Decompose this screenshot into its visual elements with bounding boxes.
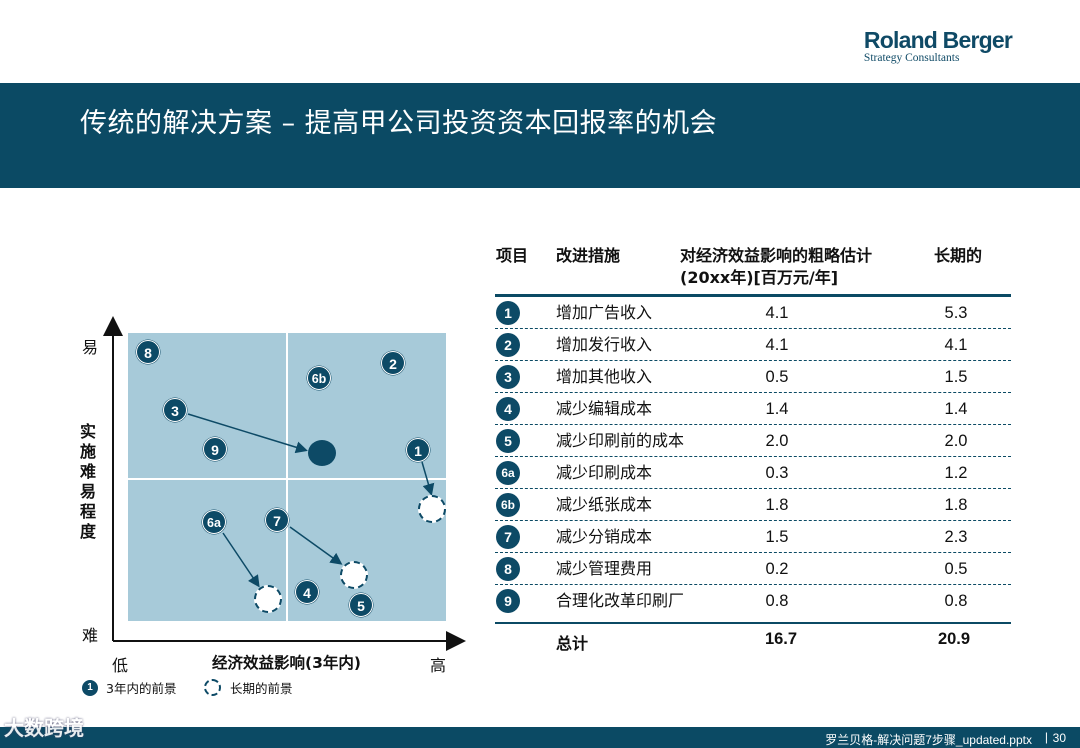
x-axis-low-label: 低 [112,656,129,675]
row-measure: 增加其他收入 [556,367,653,386]
matrix-badge-5: 5 [349,593,373,617]
row-impact-long: 1.4 [944,400,968,418]
table-header-measure: 改进措施 [556,246,621,265]
matrix-target-3 [308,440,336,466]
row-badge: 6b [496,493,520,517]
row-badge: 8 [496,557,520,581]
table-header-impact-line2: (20xx年)[百万元/年] [680,268,839,287]
matrix-badge-2: 2 [381,351,405,375]
x-axis-title: 经济效益影响(3年内) [212,654,361,672]
legend-longterm-label: 长期的前景 [230,681,293,696]
row-badge: 9 [496,589,520,613]
row-badge: 7 [496,525,520,549]
table-row: 4 减少编辑成本 1.4 1.4 [495,393,1011,425]
row-measure: 减少印刷成本 [556,463,653,482]
row-impact-long: 2.0 [944,432,968,450]
y-axis-title: 实施难易程度 [80,422,97,541]
row-impact-long: 4.1 [944,336,968,354]
table-row: 9 合理化改革印刷厂 0.8 0.8 [495,585,1011,617]
row-impact-long: 0.5 [944,560,968,578]
row-badge: 1 [496,301,520,325]
row-impact-long: 0.8 [944,592,968,610]
row-badge: 5 [496,429,520,453]
row-measure: 减少印刷前的成本 [556,431,685,450]
legend-current-label: 3年内的前景 [106,681,177,696]
total-impact-3yr: 16.7 [764,630,798,648]
row-impact-3yr: 0.2 [765,560,789,578]
table-header-impact-line1: 对经济效益影响的粗略估计 [680,246,873,265]
matrix-longterm-6a [254,585,282,613]
footer-separator: | [1044,730,1048,744]
row-impact-3yr: 0.5 [765,368,789,386]
matrix-horizontal-divider [128,478,446,480]
row-measure: 减少纸张成本 [556,495,653,514]
matrix-badge-4: 4 [295,580,319,604]
table-top-rule [495,294,1011,297]
footer-filename: 罗兰贝格-解决问题7步骤_updated.pptx [825,733,1032,747]
row-measure: 减少分销成本 [556,527,653,546]
row-measure: 增加发行收入 [556,335,653,354]
row-impact-3yr: 2.0 [765,432,789,450]
table-row: 1 增加广告收入 4.1 5.3 [495,297,1011,329]
row-badge: 4 [496,397,520,421]
matrix-vertical-divider [286,333,288,621]
row-measure: 合理化改革印刷厂 [556,591,685,610]
row-impact-long: 2.3 [944,528,968,546]
footer-page-number: 30 [1052,731,1066,745]
table-header-item: 项目 [496,246,529,265]
row-impact-3yr: 4.1 [765,336,789,354]
row-impact-3yr: 1.4 [765,400,789,418]
table-row: 6b 减少纸张成本 1.8 1.8 [495,489,1011,521]
logo-main-text: Roland Berger [863,27,1013,53]
table-row: 6a 减少印刷成本 0.3 1.2 [495,457,1011,489]
title-band [0,83,1080,188]
table-row: 5 减少印刷前的成本 2.0 2.0 [495,425,1011,457]
row-impact-long: 5.3 [944,304,968,322]
y-axis-high-label: 易 [82,338,99,357]
matrix-longterm-7 [340,561,368,589]
table-total-rule [495,622,1011,624]
table-header-impact: 对经济效益影响的粗略估计 (20xx年)[百万元/年] [680,245,872,289]
row-badge: 3 [496,365,520,389]
roland-berger-logo: Roland Berger Strategy Consultants [863,27,1013,64]
matrix-badge-6a: 6a [202,510,226,534]
table-row: 2 增加发行收入 4.1 4.1 [495,329,1011,361]
row-badge: 6a [496,461,520,485]
matrix-badge-1: 1 [406,438,430,462]
row-impact-long: 1.5 [944,368,968,386]
logo-sub-text: Strategy Consultants [863,52,960,64]
total-label: 总计 [556,634,589,653]
row-impact-3yr: 4.1 [765,304,789,322]
table-header-long-term: 长期的 [934,246,983,265]
matrix-badge-7: 7 [265,508,289,532]
row-measure: 增加广告收入 [556,303,653,322]
row-impact-3yr: 0.3 [765,464,789,482]
row-impact-3yr: 1.5 [765,528,789,546]
matrix-badge-9: 9 [203,437,227,461]
matrix-badge-3: 3 [163,398,187,422]
total-impact-long: 20.9 [937,630,971,648]
priority-matrix [128,333,446,621]
row-impact-3yr: 1.8 [765,496,789,514]
row-measure: 减少编辑成本 [556,399,653,418]
matrix-longterm-1 [418,495,446,523]
slide-title: 传统的解决方案 – 提高甲公司投资资本回报率的机会 [80,108,718,139]
table-row: 7 减少分销成本 1.5 2.3 [495,521,1011,553]
table-row: 3 增加其他收入 0.5 1.5 [495,361,1011,393]
matrix-badge-8: 8 [136,340,160,364]
legend-badge-icon: 1 [82,680,98,696]
watermark-text: 大数跨境 [4,716,84,740]
row-impact-3yr: 0.8 [765,592,789,610]
matrix-badge-6b: 6b [307,366,331,390]
footer-band [0,727,1080,748]
row-badge: 2 [496,333,520,357]
y-axis-low-label: 难 [82,626,99,645]
row-impact-long: 1.2 [944,464,968,482]
legend-dashed-circle-icon [204,679,221,696]
x-axis-high-label: 高 [430,656,447,675]
row-measure: 减少管理费用 [556,559,653,578]
table-row: 8 减少管理费用 0.2 0.5 [495,553,1011,585]
row-impact-long: 1.8 [944,496,968,514]
